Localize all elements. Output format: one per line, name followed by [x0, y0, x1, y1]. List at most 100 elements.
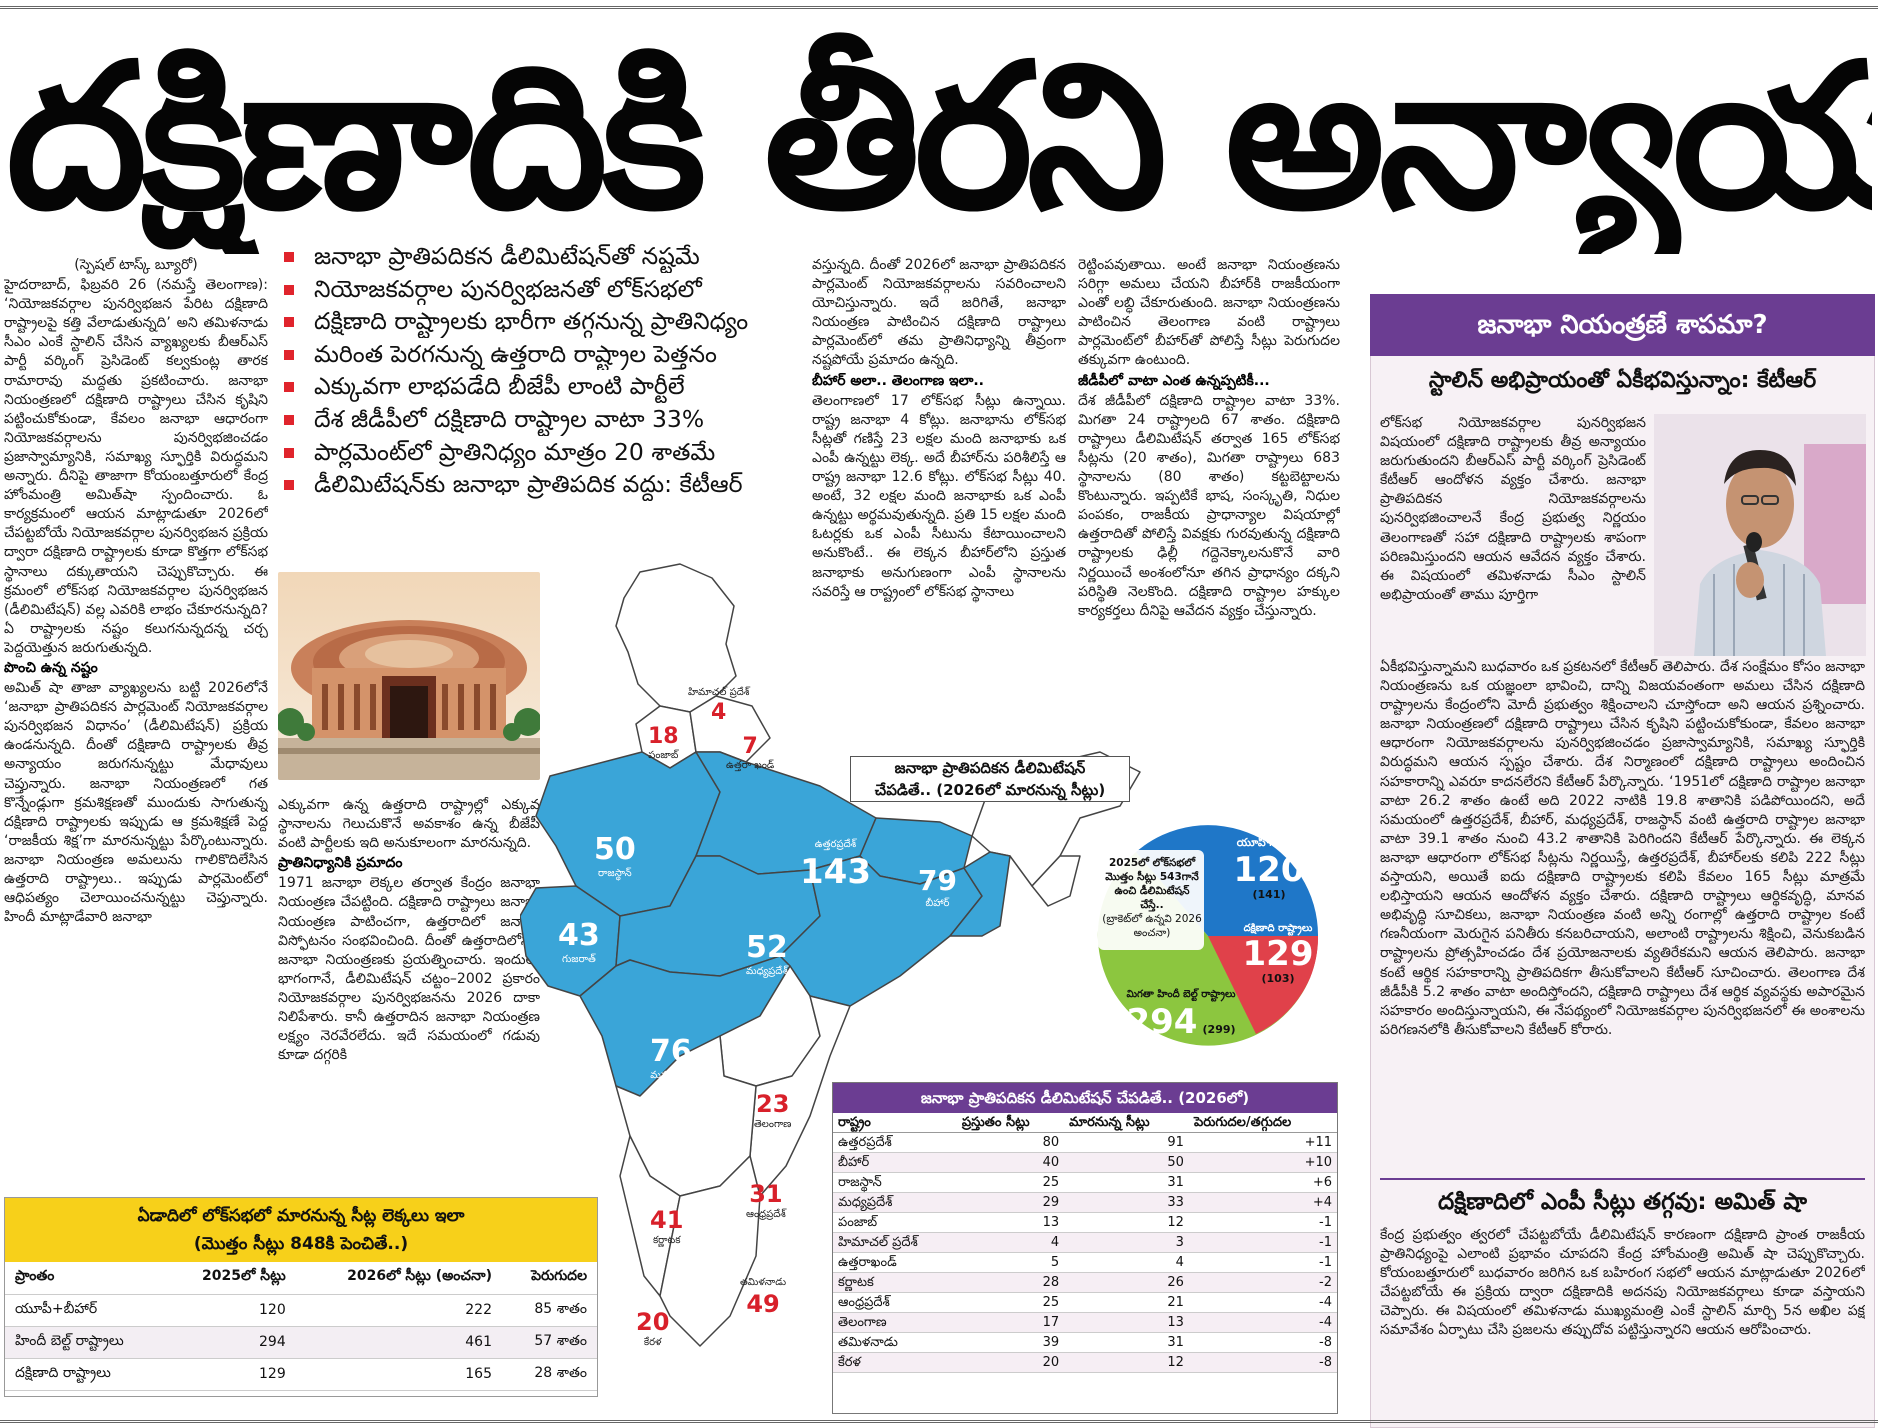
map-label-bihar: 79 బీహార్ — [918, 864, 957, 911]
article-column-4: రెట్టింపవుతాయి. అంటే జనాభా నియంత్రణను సర… — [1078, 256, 1340, 750]
map-label-karnataka: 41 కర్ణాటక — [650, 1206, 683, 1248]
state-name: కర్ణాటక — [652, 1235, 681, 1246]
table-row: హిందీ బెల్ట్ రాష్ట్రాలు 294 461 57 శాతం — [5, 1326, 597, 1359]
seat-count: 31 — [749, 1180, 783, 1208]
map-label-himachal: హిమాచల్ ప్రదేశ్ 4 — [688, 686, 749, 725]
key-points-list: జనాభా ప్రాతిపదికన డీలిమిటేషన్‌తో నష్టమే … — [278, 240, 798, 501]
table-cell: 12 — [1064, 1352, 1189, 1373]
column-header: మారనున్న సీట్లు — [1064, 1113, 1189, 1133]
seat-count: 41 — [650, 1206, 684, 1234]
seat-count: 76 — [650, 1034, 692, 1069]
table-cell: -1 — [1188, 1252, 1337, 1273]
pie-category: మిగతా హిందీ బెల్ట్ రాష్ట్రాలు — [1126, 989, 1236, 1000]
table-row: తెలంగాణ 17 13 -4 — [833, 1312, 1337, 1333]
table-cell: హిమాచల్ ప్రదేశ్ — [833, 1232, 957, 1253]
map-label-uttar-pradesh: ఉత్తరప్రదేశ్ 143 — [800, 838, 871, 892]
seat-count: 18 — [648, 724, 679, 749]
pie-label-south: దక్షిణాది రాష్ట్రాలు 129 (103) — [1228, 922, 1328, 985]
parliament-photo — [278, 572, 540, 780]
table-cell: 13 — [1064, 1312, 1189, 1333]
pie-center-text: 2025లో లోక్‌సభలో మొత్తం సీట్లు 543గానే ఉ… — [1102, 856, 1202, 940]
table-cell: 461 — [295, 1326, 502, 1359]
map-label-gujarat: 43 గుజరాత్ — [558, 918, 600, 967]
pie-center-box — [1098, 850, 1204, 950]
decade-table-body: యూపీ+బీహార్ 120 222 85 శాతం హిందీ బెల్ట్ రాష… — [5, 1294, 597, 1391]
pie-description: 2025లో లోక్‌సభలో మొత్తం సీట్లు 543గానే ఉ… — [1105, 857, 1199, 911]
table-cell: 28 శాతం — [502, 1358, 597, 1391]
table-cell: 29 — [956, 1192, 1065, 1213]
pie-value: 129 — [1242, 934, 1314, 974]
map-label-rajasthan: 50 రాజస్థాన్ — [594, 832, 636, 881]
state-name: ఉత్తరా ఖండ్ — [726, 760, 775, 771]
table-cell: -4 — [1188, 1292, 1337, 1313]
table-cell: -8 — [1188, 1352, 1337, 1373]
pie-category: యూపీ+బీహార్ — [1236, 836, 1302, 849]
state-name: రాజస్థాన్ — [598, 868, 632, 879]
column-header: ప్రాంతం — [5, 1262, 166, 1295]
table-cell: 91 — [1064, 1132, 1189, 1153]
seat-count: 20 — [636, 1308, 670, 1336]
map-label-kerala: 20 కేరళ — [636, 1308, 669, 1350]
table-cell: +4 — [1188, 1192, 1337, 1213]
map-label-maharashtra: 76 మహారాష్ట్ర — [650, 1034, 692, 1083]
table-cell: ఉత్తరప్రదేశ్ — [833, 1132, 957, 1153]
sidebar-subheader: స్టాలిన్ అభిప్రాయంతో ఏకీభవిస్తున్నాం: కే… — [1428, 368, 1817, 393]
table-row: ఆంధ్రప్రదేశ్ 25 21 -4 — [833, 1292, 1337, 1313]
pie-value: 120 — [1233, 850, 1305, 890]
table-cell: 57 శాతం — [502, 1326, 597, 1359]
table-cell: 5 — [956, 1252, 1065, 1273]
table-cell: 33 — [1064, 1192, 1189, 1213]
table-cell: యూపీ+బీహార్ — [5, 1294, 166, 1327]
table-cell: ఆంధ్రప్రదేశ్ — [833, 1292, 957, 1313]
key-point: జనాభా ప్రాతిపదికన డీలిమిటేషన్‌తో నష్టమే — [278, 240, 798, 273]
table-cell: దక్షిణాది రాష్ట్రాలు — [5, 1358, 166, 1391]
top-rule — [0, 6, 1878, 9]
table-cell: 85 శాతం — [502, 1294, 597, 1327]
sidebar-header: జనాభా నియంత్రణే శాపమా? — [1370, 294, 1875, 356]
seat-count: 79 — [918, 864, 957, 897]
table-cell: 17 — [956, 1312, 1065, 1333]
state-name: తమిళనాడు — [740, 1277, 787, 1288]
article-paragraph: రెట్టింపవుతాయి. అంటే జనాభా నియంత్రణను సర… — [1078, 257, 1340, 369]
table-cell: బీహార్ — [833, 1152, 957, 1173]
column-header: 2026లో సీట్లు (అంచనా) — [295, 1262, 502, 1295]
table-cell: తెలంగాణ — [833, 1312, 957, 1333]
pie-projected: (103) — [1261, 972, 1295, 985]
table-cell: 165 — [295, 1358, 502, 1391]
decade-table: ప్రాంతం 2025లో సీట్లు 2026లో సీట్లు (అంచ… — [5, 1262, 597, 1391]
map-title: జనాభా ప్రాతిపదికన డీలిమిటేషన్ చేపడితే.. … — [850, 756, 1130, 802]
table-cell: 40 — [956, 1152, 1065, 1173]
state-name: ఉత్తరప్రదేశ్ — [814, 839, 857, 850]
table-row: రాజస్థాన్ 25 31 +6 — [833, 1172, 1337, 1193]
amit-shah-text: కేంద్ర ప్రభుత్వం త్వరలో చేపట్టబోయే డీలిమ… — [1380, 1226, 1865, 1420]
table-row: పంజాబ్ 13 12 -1 — [833, 1212, 1337, 1233]
key-point: ఎక్కువగా లాభపడేది బీజేపీ లాంటి పార్టీలే — [278, 370, 798, 403]
table-cell: 25 — [956, 1292, 1065, 1313]
article-paragraph: లోక్‌సభ నియోజకవర్గాల పునర్విభజన విషయంలో … — [1380, 415, 1646, 603]
bottom-rule — [0, 1420, 1878, 1423]
pie-projected: (299) — [1202, 1023, 1236, 1036]
state-name: తెలంగాణ — [754, 1119, 792, 1130]
seat-count: 52 — [746, 930, 788, 965]
article-paragraph: దేశ జీడీపీలో దక్షిణాది రాష్ట్రాల వాటా 33… — [1078, 392, 1340, 619]
pie-slice-south-edge — [1208, 936, 1319, 978]
table-cell: +11 — [1188, 1132, 1337, 1153]
article-paragraph: ఏకీభవిస్తున్నామని బుధవారం ఒక ప్రకటనలో కే… — [1380, 659, 1865, 1038]
map-label-andhra-pradesh: 31 ఆంధ్రప్రదేశ్ — [746, 1180, 786, 1222]
state-name: గుజరాత్ — [562, 954, 596, 965]
seat-count: 4 — [711, 700, 727, 725]
seat-count: 7 — [742, 734, 758, 759]
state-name: హిమాచల్ ప్రదేశ్ — [688, 687, 750, 698]
article-column-2: ఎక్కువగా ఉన్న ఉత్తరాది రాష్ట్రాల్లో ఎక్క… — [278, 796, 540, 1190]
table-cell: 21 — [1064, 1292, 1189, 1313]
india-map-graphic — [519, 563, 1141, 1347]
state-name: మహారాష్ట్ర — [650, 1070, 692, 1081]
table-row: దక్షిణాది రాష్ట్రాలు 129 165 28 శాతం — [5, 1358, 597, 1391]
table-cell: 31 — [1064, 1332, 1189, 1353]
key-point: మరింత పెరగనున్న ఉత్తరాది రాష్ట్రాల పెత్త… — [278, 338, 798, 371]
table-cell: 3 — [1064, 1232, 1189, 1253]
sidebar-text-top: లోక్‌సభ నియోజకవర్గాల పునర్విభజన విషయంలో … — [1380, 414, 1646, 656]
map-label-punjab: 18 పంజాబ్ — [648, 724, 679, 763]
table-cell: 4 — [1064, 1252, 1189, 1273]
table-cell: -4 — [1188, 1312, 1337, 1333]
